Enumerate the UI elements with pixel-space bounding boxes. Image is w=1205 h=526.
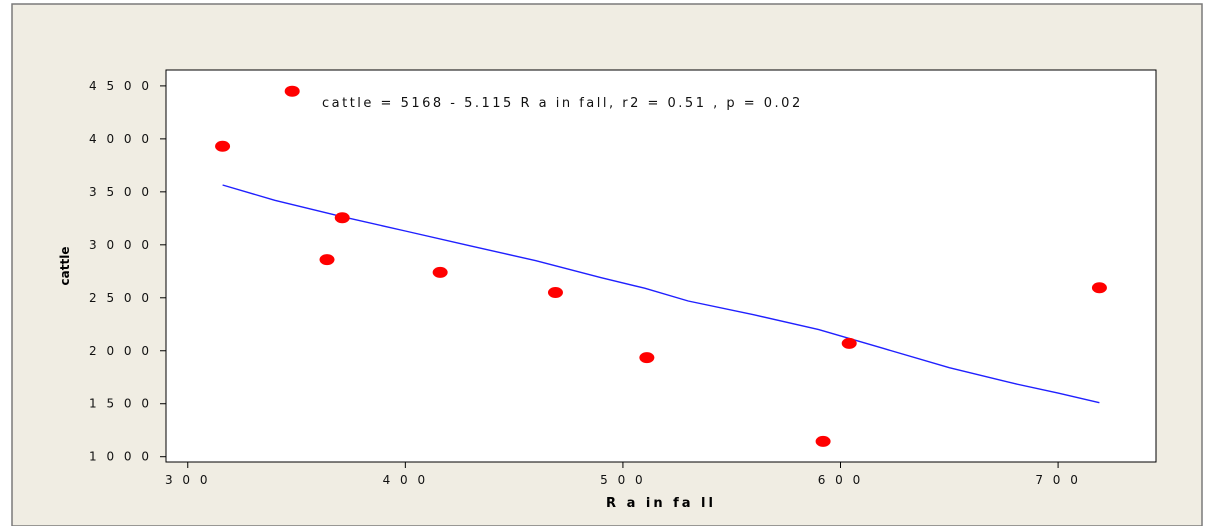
- x-tick-labels: 3 0 0 4 0 0 5 0 0 6 0 0 7 0 0: [165, 473, 1081, 487]
- x-axis-title: R a in fa ll: [606, 496, 716, 511]
- data-point: [841, 337, 857, 349]
- y-tick-label: 4 0 0 0: [89, 132, 152, 146]
- data-point: [334, 212, 350, 224]
- plot-panel: [165, 69, 1157, 463]
- data-point: [815, 435, 831, 447]
- y-tick-label: 2 5 0 0: [89, 291, 152, 305]
- x-tick-label: 3 0 0: [165, 473, 211, 487]
- regression-line: [222, 184, 1100, 404]
- data-point: [319, 254, 335, 266]
- y-tick-label: 1 5 0 0: [89, 397, 152, 411]
- y-tick-label: 3 5 0 0: [89, 185, 152, 199]
- y-tick-labels: 1 0 0 0 1 5 0 0 2 0 0 0 2 5 0 0 3 0 0 0 3 5 0…: [89, 79, 152, 464]
- axis-ticks: [160, 85, 1059, 468]
- y-tick-label: 2 0 0 0: [89, 344, 152, 358]
- y-tick-label: 4 5 0 0: [89, 79, 152, 93]
- x-tick-label: 7 0 0: [1035, 473, 1081, 487]
- regression-annotation: cattle = 5168 - 5.115 R a in fall, r2 = …: [322, 96, 803, 111]
- data-points: [215, 85, 1107, 447]
- data-point: [547, 286, 563, 298]
- data-point: [284, 85, 300, 97]
- data-point: [215, 140, 231, 152]
- y-tick-label: 1 0 0 0: [89, 450, 152, 464]
- x-tick-label: 4 0 0: [383, 473, 429, 487]
- y-tick-label: 3 0 0 0: [89, 238, 152, 252]
- data-point: [432, 266, 448, 278]
- data-point: [639, 352, 655, 364]
- y-axis-title: cattle: [58, 247, 72, 286]
- x-tick-label: 6 0 0: [818, 473, 864, 487]
- data-point: [1091, 282, 1107, 294]
- x-tick-label: 5 0 0: [600, 473, 646, 487]
